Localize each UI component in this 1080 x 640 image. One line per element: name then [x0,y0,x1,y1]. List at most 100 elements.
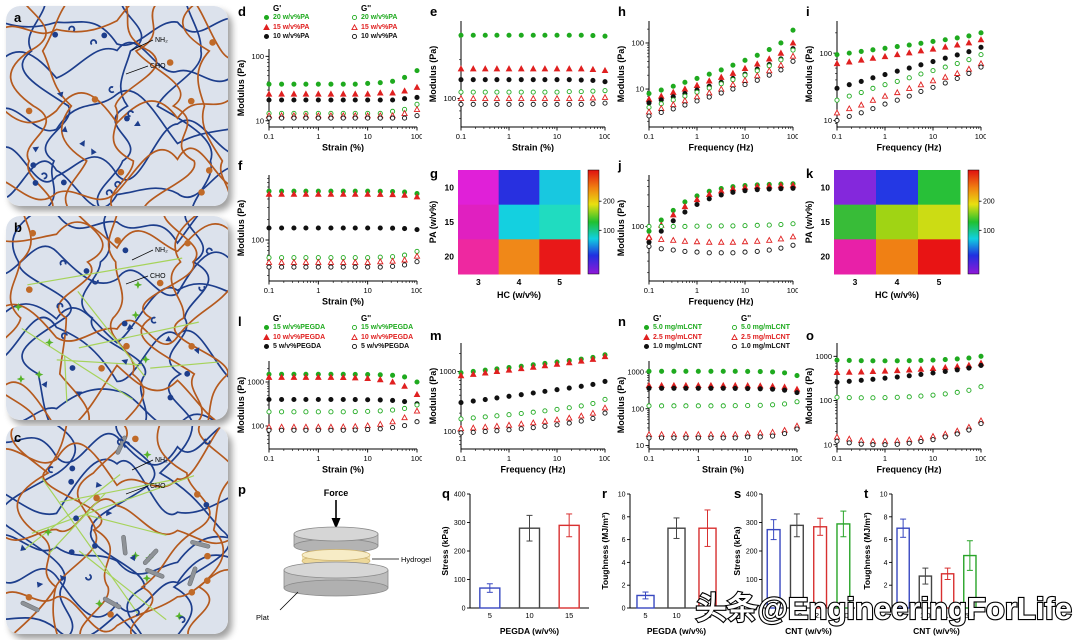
panel-letter: t [864,486,869,501]
svg-text:15: 15 [703,611,711,620]
chart-frequency-sweep-PA: 0.1 1 10 100 10 100 Frequency (Hz) Modulus (Pa) [616,21,798,153]
svg-text:1: 1 [507,454,511,463]
panel-n-strain-sweep-CNT: n G' G'' 5.0 mg/mLCNT 5.0 mg/mLCNT 2.5 mg/mL… [616,314,802,474]
svg-text:Frequency (Hz): Frequency (Hz) [876,143,941,153]
panel-letter: c [14,430,22,445]
upper-plate-top [293,526,379,542]
svg-text:100: 100 [443,427,456,436]
panel-letter: s [734,486,742,501]
svg-text:100: 100 [443,94,456,103]
legend-header: G' [273,4,282,13]
svg-text:Modulus (Pa): Modulus (Pa) [428,368,438,425]
svg-text:3: 3 [853,277,858,287]
svg-text:Modulus (Pa): Modulus (Pa) [236,377,246,434]
svg-text:10: 10 [363,454,371,463]
panel-h-frequency-sweep: h 0.1 1 10 100 10 100 Frequency (Hz) Modulus (P… [616,4,798,152]
legend-item: 15 w/v%PA [262,23,348,33]
panel-letter: n [618,314,626,329]
panel-letter: e [430,4,438,19]
panel-i-frequency-sweep: i 0.1 1 10 100 10 100 Frequency (Hz) Modulus (P… [804,4,986,152]
panel-letter: o [806,328,814,343]
svg-text:Stress (kPa): Stress (kPa) [732,526,742,575]
svg-text:Frequency (Hz): Frequency (Hz) [688,143,753,153]
legend-item: 2.5 mg/mLCNT [642,333,728,343]
bar-chart-stress-CNT: 0 100 200 300 400 0 1.0 2.5 5.0 CNT (w/v%) Stress … [732,492,855,636]
cho-label: CHO [150,63,166,70]
nh2-label: NH₂ [155,457,168,464]
circle-marker-icon [643,344,650,350]
svg-text:100: 100 [454,577,466,584]
svg-text:Frequency (Hz): Frequency (Hz) [688,297,753,307]
panel-t-toughness-bars-CNT: t 0 2 4 6 8 10 0 1.0 2.5 5.0 CNT (w/v%) Toughness (… [862,486,984,636]
nh2-label: NH₂ [155,37,168,44]
svg-text:10: 10 [256,116,264,125]
svg-text:200: 200 [454,549,466,556]
chart-frequency-sweep-CNT: 0.1 1 10 100 10 100 1000 Frequency (Hz) Modulus … [804,343,986,474]
svg-text:10: 10 [525,611,533,620]
svg-text:1000: 1000 [815,352,832,361]
legend-item: 5.0 mg/mLCNT [642,323,728,333]
plate-leader-line [279,591,299,611]
svg-text:1: 1 [695,132,699,141]
svg-text:10: 10 [363,132,371,141]
hydrogel-network-b-diagram: NH₂ CHO [6,216,228,420]
svg-text:1: 1 [883,454,887,463]
svg-text:1: 1 [316,286,320,295]
legend-item: 2.5 mg/mLCNT [730,333,824,343]
legend-item: 10 w/v%PA [262,32,348,42]
heatmap-loss-modulus: 3 4 5 10 15 20 HC (w/v%) PA (w/v%) 200 100 [804,169,995,300]
svg-text:10: 10 [929,132,937,141]
svg-text:Strain (%): Strain (%) [322,465,364,475]
panel-q-stress-bars-PEGDA: q 0 100 200 300 400 5 10 15 PEGDA (w/v%) Stress (… [440,486,592,636]
legend-PEGDA-concentrations: G' G'' 15 w/v%PEGDA 15 w/v%PEGDA 10 w/v%PEGD… [262,314,444,352]
svg-text:Modulus (Pa): Modulus (Pa) [428,46,438,103]
panel-f-strain-sweep: f 0.1 1 10 100 100 Strain (%) Modulus (Pa) [236,158,422,306]
svg-text:HC (w/v%): HC (w/v%) [497,290,541,300]
svg-text:1: 1 [696,454,700,463]
panel-letter: k [806,166,814,181]
legend-item: 15 w/v%PEGDA [262,323,348,333]
svg-text:200: 200 [983,199,995,206]
watermark: 头条@EngineeringForLife [694,590,1073,627]
circle-marker-icon [731,325,738,331]
svg-text:0.1: 0.1 [456,454,466,463]
svg-text:CNT (w/v%): CNT (w/v%) [913,626,960,636]
legend-item: 5.0 mg/mLCNT [730,323,824,333]
svg-text:Modulus (Pa): Modulus (Pa) [616,46,626,103]
svg-text:2: 2 [622,583,626,590]
svg-text:100: 100 [603,228,615,235]
svg-text:PEGDA (w/v%): PEGDA (w/v%) [647,626,706,636]
svg-text:300: 300 [454,520,466,527]
svg-text:10: 10 [672,611,680,620]
svg-text:PA (w/v%): PA (w/v%) [804,201,814,244]
panel-l-strain-sweep-PEGDA: l G' G'' 15 w/v%PEGDA 15 w/v%PEGDA 10 w/v%PE… [236,314,422,474]
svg-text:PA (w/v%): PA (w/v%) [428,201,438,244]
chart-strain-sweep-PA: 0.1 1 10 100 10 100 Strain (%) Modulus (Pa) [236,49,422,152]
svg-text:5: 5 [557,277,562,287]
nh2-label: NH₂ [155,247,168,254]
chart-strain-sweep-PA-HC: 0.1 1 10 100 100 Strain (%) Modulus (Pa) [428,21,610,152]
panel-letter: a [14,10,22,25]
svg-text:Modulus (Pa): Modulus (Pa) [804,46,814,103]
svg-text:1000: 1000 [247,378,264,387]
svg-text:20: 20 [445,252,455,262]
chart-strain-sweep-HC: 0.1 1 10 100 100 Strain (%) Modulus (Pa) [236,175,422,306]
svg-text:100: 100 [746,577,758,584]
circle-marker-icon [263,15,270,21]
panel-letter: l [238,314,242,329]
svg-text:4: 4 [884,560,888,567]
cho-label: CHO [150,273,166,280]
circle-marker-icon [351,34,358,40]
panel-c-network-schematic: NH₂ CHO c [6,426,228,634]
svg-text:100: 100 [975,454,986,463]
triangle-marker-icon [263,333,270,340]
circle-marker-icon [351,344,358,350]
svg-text:0: 0 [622,606,626,613]
force-arrowhead [331,518,341,529]
legend-item: 15 w/v%PA [350,23,444,33]
svg-text:200: 200 [603,199,615,206]
svg-text:4: 4 [895,277,900,287]
svg-text:100: 100 [411,454,422,463]
legend-header: G'' [361,4,372,13]
svg-text:0.1: 0.1 [456,132,466,141]
